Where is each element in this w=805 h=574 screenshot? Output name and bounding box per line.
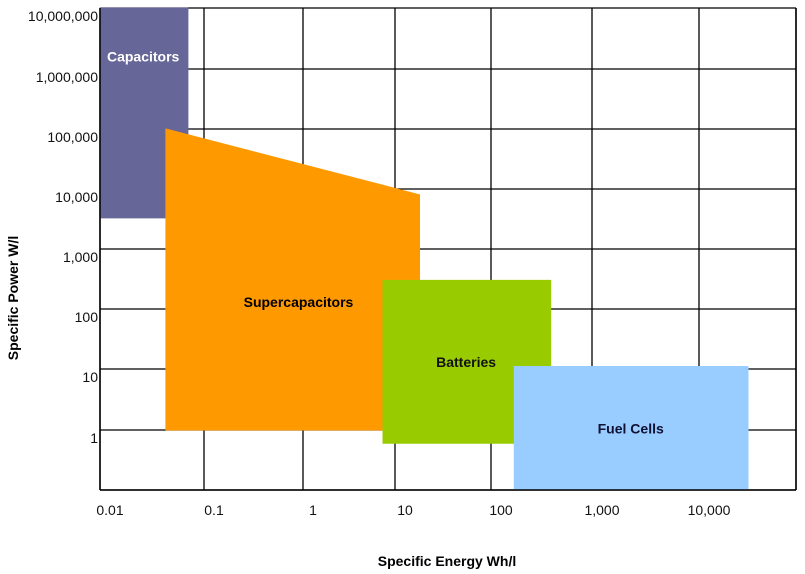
y-tick-label: 1: [90, 430, 98, 446]
region-label-supercapacitors: Supercapacitors: [244, 294, 354, 310]
x-tick-label: 1: [309, 502, 317, 518]
y-tick-label: 100: [75, 309, 99, 325]
y-tick-label: 10: [82, 369, 98, 385]
region-label-fuel-cells: Fuel Cells: [598, 421, 664, 437]
x-tick-label: 10: [397, 502, 413, 518]
region-label-capacitors: Capacitors: [107, 49, 180, 65]
x-tick-label: 1,000: [584, 502, 619, 518]
y-tick-labels: 10,000,000 1,000,000 100,000 10,000 1,000 100…: [28, 8, 98, 446]
y-tick-label: 10,000,000: [28, 8, 98, 24]
x-axis-title: Specific Energy Wh/l: [378, 553, 516, 569]
x-tick-label: 10,000: [688, 502, 731, 518]
y-tick-label: 10,000: [55, 189, 98, 205]
region-supercapacitors: [165, 128, 420, 431]
x-tick-label: 0.01: [96, 502, 123, 518]
y-axis-title: Specific Power W/l: [5, 236, 21, 360]
region-label-batteries: Batteries: [436, 354, 496, 370]
x-tick-labels: 0.01 0.1 1 10 100 1,000 10,000: [96, 502, 730, 518]
x-tick-label: 100: [489, 502, 513, 518]
plot-frame: [99, 8, 797, 491]
y-tick-label: 1,000,000: [36, 69, 98, 85]
x-tick-label: 0.1: [204, 502, 224, 518]
regions: Capacitors Supercapacitors Batteries Fuel C…: [99, 7, 749, 491]
y-tick-label: 1,000: [63, 249, 98, 265]
y-tick-label: 100,000: [47, 129, 98, 145]
